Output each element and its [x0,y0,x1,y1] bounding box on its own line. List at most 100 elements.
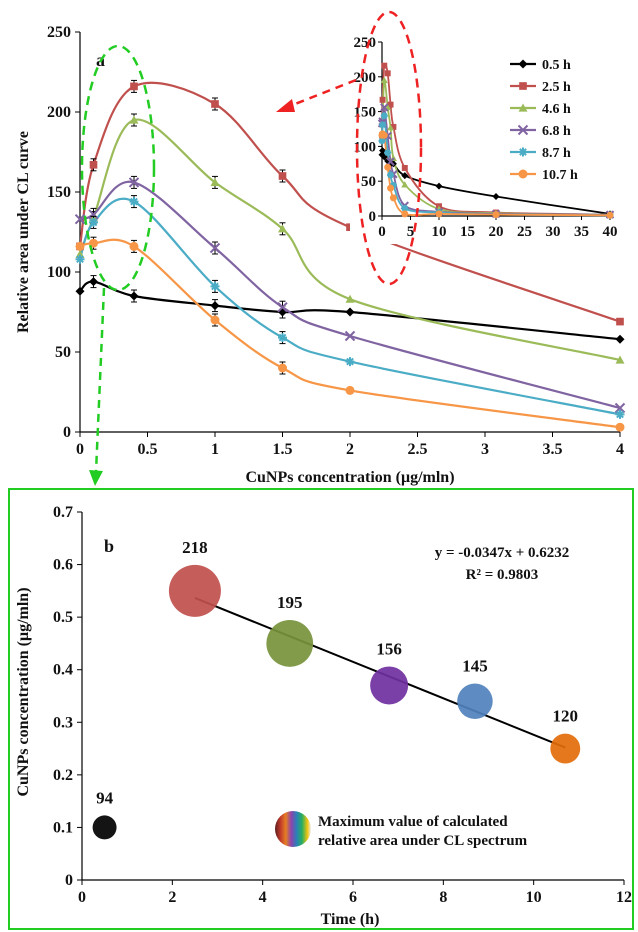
data-point-8.7h [345,357,355,367]
data-point-4.6h [129,115,139,124]
inset-x-tick-label: 25 [517,224,532,240]
data-point-0.5h [129,291,139,301]
series-line-6.8h [80,180,620,410]
data-point-4.6h [345,294,355,303]
inset-x-tick-label: 5 [407,224,415,240]
bubble-120 [550,733,581,764]
legend-label: 6.8 h [542,124,571,139]
panel-b-x-tick-label: 2 [168,889,176,906]
panel-b-y-tick-label: 0 [65,872,73,889]
legend-marker [518,147,528,157]
inset-y-tick-label: 100 [354,139,377,155]
panel-a-y-tick-label: 200 [47,104,71,121]
inset-data-point-2.5h [384,70,391,77]
panel-b-y-tick-label: 0.6 [53,557,73,574]
panel-b-x-tick-label: 4 [259,889,267,906]
inset-data-point-2.5h [387,101,394,108]
data-point-2.5h [278,172,287,180]
panel-b-y-tick-label: 0.1 [53,819,73,836]
panel-b-bubbles: 94 218 195 156 145 120 [92,538,581,840]
bubble-value-label: 94 [96,788,114,807]
legend-label: 8.7 h [542,146,571,161]
bubble-156 [370,666,409,705]
series-line-2.5h [80,81,620,323]
data-point-8.7h [210,281,220,291]
legend-label: 2.5 h [542,80,571,95]
data-point-6.8h [614,402,626,414]
inset-data-point-10.7h [384,163,392,171]
inset-x-tick-label: 0 [378,224,386,240]
inset-data-point-2.5h [390,123,397,130]
data-point-0.5h [345,307,355,317]
panel-b-x-tick-label: 0 [78,889,86,906]
inset-x-tick-label: 10 [432,224,447,240]
bubble-145 [457,683,493,720]
panel-b-axes: 0 0.1 0.2 0.3 0.4 0.5 0.6 0.7 0 2 4 6 8 10 12 [53,504,632,906]
legend-marker [518,59,528,69]
data-point-6.8h [88,209,99,220]
inset-data-point-8.7h [380,112,388,120]
inset-data-point-2.5h [379,96,386,103]
series-line-8.7h [80,197,620,416]
inset-x-tick-label: 30 [546,224,561,240]
data-point-0.5h [615,334,625,344]
red-highlight-ellipse [355,10,423,286]
panel-a-x-tick-label: 0 [76,441,84,458]
data-point-8.7h [278,333,287,343]
legend-note-line-2: relative area under CL spectrum [318,833,528,849]
inset-x-tick-label: 20 [489,224,504,240]
inset-data-point-10.7h [606,211,614,219]
panel-a-x-tick-label: 4 [616,441,624,458]
panel-a-x-tick-label: 1.5 [273,441,293,458]
bubble-value-label: 156 [376,639,402,658]
inset-data-point-8.7h [379,121,387,129]
inset-y-tick-label: 50 [361,174,376,190]
red-callout-arrow-line [289,78,357,108]
chart-panel-b: 0 0.1 0.2 0.3 0.4 0.5 0.6 0.7 0 2 4 6 8 10 12 94 218 195… [15,504,632,928]
panel-b-y-tick-label: 0.7 [53,504,73,521]
data-point-8.7h [75,254,85,264]
legend-marker [518,103,528,112]
inset-data-point-8.7h [389,181,397,189]
bubble-94 [92,815,117,840]
bubble-value-label: 145 [462,656,488,675]
panel-a-y-tick-label: 150 [47,184,71,201]
data-point-6.8h [74,213,86,225]
data-point-10.7h [615,422,625,432]
data-point-0.5h [210,301,220,311]
panel-b-y-tick-label: 0.3 [53,714,73,731]
inset-data-point-2.5h [381,62,388,69]
data-point-2.5h [130,82,138,91]
panel-a-x-tick-label: 1 [211,441,219,458]
bubble-218 [168,564,221,617]
panel-b-y-axis-label: CuNPs concentration (μg/mln) [15,587,32,796]
data-point-10.7h [129,241,139,251]
data-point-8.7h [89,217,98,227]
data-point-10.7h [75,241,85,251]
legend-label: 10.7 h [542,168,578,183]
inset-data-point-0.5h [492,193,500,201]
inset-data-point-10.7h [435,210,443,218]
panel-b-x-tick-label: 8 [439,889,447,906]
data-point-10.7h [345,385,355,395]
inset-data-point-10.7h [492,211,500,219]
bubble-value-label: 195 [277,593,303,612]
panel-a-x-tick-label: 3 [481,441,489,458]
red-callout-arrowhead [276,99,295,112]
inset-data-point-10.7h [380,131,388,139]
inset-data-point-4.6h [387,124,395,131]
inset-x-tick-label: 35 [574,224,589,240]
legend-marker [519,82,527,90]
data-point-6.8h [128,177,140,188]
panel-a-y-tick-label: 100 [47,264,71,281]
inset-data-point-0.5h [435,182,443,190]
data-point-8.7h [129,197,139,207]
panel-a-y-axis-label: Relative area under CL curve [15,131,32,333]
panel-a-x-tick-label: 2 [346,441,354,458]
trendline-equation: y = -0.0347x + 0.6232 [435,545,570,561]
data-point-10.7h [278,363,287,373]
panel-a-inset-chart: 0 50 100 150 200 250 0 5 10 15 20 25 30 35 40 [350,34,620,244]
